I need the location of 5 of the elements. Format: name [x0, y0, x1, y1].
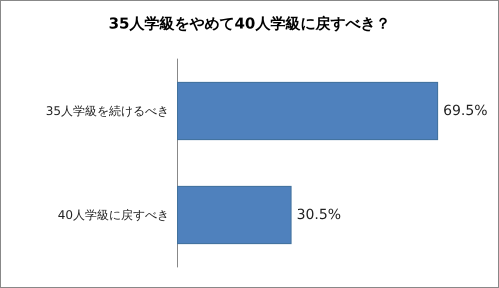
data-label: 69.5%	[443, 103, 488, 119]
data-label: 30.5%	[296, 207, 342, 223]
y-tick-label: 40人学級に戻すべき	[58, 208, 169, 222]
y-tick-label: 35人学級を続けるべき	[46, 104, 169, 118]
chart-title: 35人学級をやめて40人学級に戻すべき？	[108, 14, 390, 32]
